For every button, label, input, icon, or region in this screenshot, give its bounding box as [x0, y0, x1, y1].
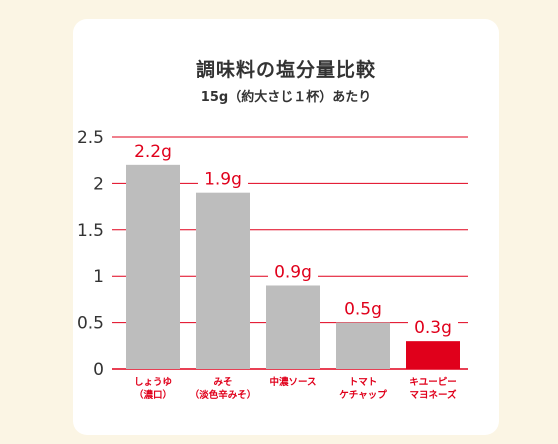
x-category-label: （濃口）	[134, 389, 172, 401]
y-tick-label: 1.5	[77, 221, 104, 241]
bar	[266, 285, 320, 369]
data-label-background	[408, 316, 458, 337]
x-category-label: しょうゆ	[134, 377, 172, 388]
x-category-label: マヨネーズ	[409, 389, 457, 401]
x-category-label: トマト	[349, 377, 378, 388]
data-label: 1.9g	[204, 170, 242, 190]
data-label: 0.9g	[274, 262, 312, 282]
data-label-background	[198, 167, 248, 188]
bar-highlight	[406, 341, 460, 369]
data-label-background	[268, 260, 318, 281]
chart-title: 調味料の塩分量比較	[195, 59, 376, 81]
y-tick-label: 1	[93, 267, 104, 287]
x-category-label: ケチャップ	[339, 389, 387, 401]
data-label: 0.5g	[344, 300, 382, 320]
x-category-label: みそ	[213, 377, 232, 388]
x-category-label: （淡色辛みそ）	[190, 389, 257, 401]
y-tick-label: 2	[93, 174, 104, 194]
y-tick-label: 0.5	[77, 314, 104, 334]
x-category-label: 中濃ソース	[269, 376, 316, 388]
y-tick-label: 0	[93, 360, 104, 380]
chart-subtitle: 15g（約大さじ１杯）あたり	[200, 90, 372, 105]
data-label-background	[338, 297, 388, 318]
x-category-label: キユーピー	[409, 376, 457, 388]
data-label: 2.2g	[134, 142, 172, 162]
bar	[336, 322, 390, 369]
bar	[126, 164, 180, 369]
data-label-background	[128, 139, 178, 160]
y-tick-label: 2.5	[77, 128, 104, 148]
data-label: 0.3g	[414, 318, 452, 338]
bar	[196, 192, 250, 369]
